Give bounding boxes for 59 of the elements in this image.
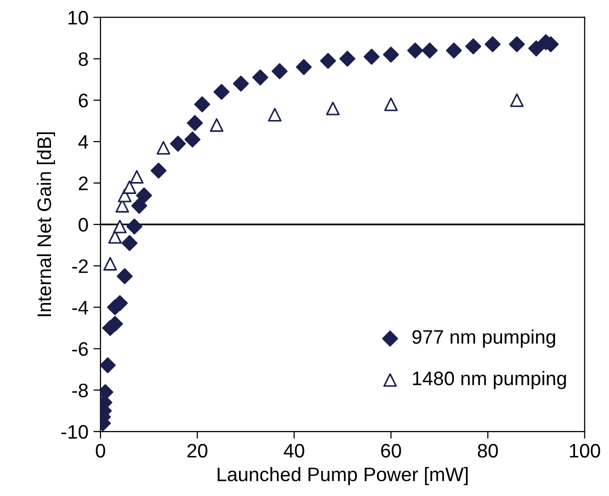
- x-tick-label: 80: [478, 444, 498, 458]
- y-tick-label: -6: [72, 342, 88, 356]
- point: [268, 108, 282, 122]
- point: [100, 357, 116, 374]
- point: [296, 59, 312, 76]
- point: [383, 46, 399, 63]
- point: [326, 102, 340, 116]
- point: [210, 118, 224, 132]
- y-tick-label: 4: [78, 135, 88, 149]
- point: [113, 220, 127, 234]
- point: [364, 48, 380, 65]
- point: [170, 136, 186, 152]
- point: [232, 76, 249, 92]
- y-tick-label: -4: [72, 300, 88, 314]
- x-tick-label: 0: [96, 444, 106, 458]
- y-axis-title: Internal Net Gain [dB]: [36, 132, 56, 316]
- point: [184, 132, 200, 148]
- point: [116, 268, 133, 284]
- point: [126, 218, 142, 234]
- point: [422, 42, 438, 58]
- point: [528, 40, 544, 56]
- point: [194, 96, 210, 112]
- point: [130, 170, 144, 184]
- x-axis-title: Launched Pump Power [mW]: [218, 467, 468, 486]
- point: [131, 198, 148, 214]
- point: [136, 187, 152, 204]
- point: [214, 84, 230, 100]
- y-tick-label: -10: [61, 424, 88, 439]
- point: [508, 36, 525, 52]
- x-tick-label: 40: [284, 444, 304, 458]
- y-tick-label: -2: [72, 259, 88, 273]
- x-tick-label: 20: [187, 444, 208, 458]
- point: [320, 52, 336, 69]
- point: [150, 162, 167, 179]
- point: [252, 69, 268, 86]
- point: [446, 42, 462, 58]
- point: [510, 93, 524, 107]
- point: [122, 180, 136, 194]
- point: [108, 230, 122, 244]
- y-tick-label: -8: [72, 384, 88, 398]
- point: [186, 114, 203, 131]
- y-tick-label: 0: [78, 218, 88, 232]
- y-tick-label: 8: [78, 52, 88, 66]
- point: [122, 235, 138, 252]
- y-tick-label: 6: [78, 94, 88, 108]
- point: [272, 63, 288, 80]
- point: [339, 50, 356, 67]
- y-tick-label: 10: [68, 10, 88, 25]
- point: [156, 141, 170, 155]
- point: [465, 38, 482, 54]
- point: [484, 36, 501, 52]
- legend-label: 1480 nm pumping: [412, 371, 566, 390]
- y-tick-label: 2: [78, 176, 88, 190]
- legend-label: 977 nm pumping: [412, 330, 556, 348]
- x-tick-label: 100: [570, 444, 600, 458]
- x-tick-label: 60: [381, 444, 402, 458]
- point: [407, 42, 424, 58]
- point: [103, 257, 117, 271]
- point: [384, 98, 398, 112]
